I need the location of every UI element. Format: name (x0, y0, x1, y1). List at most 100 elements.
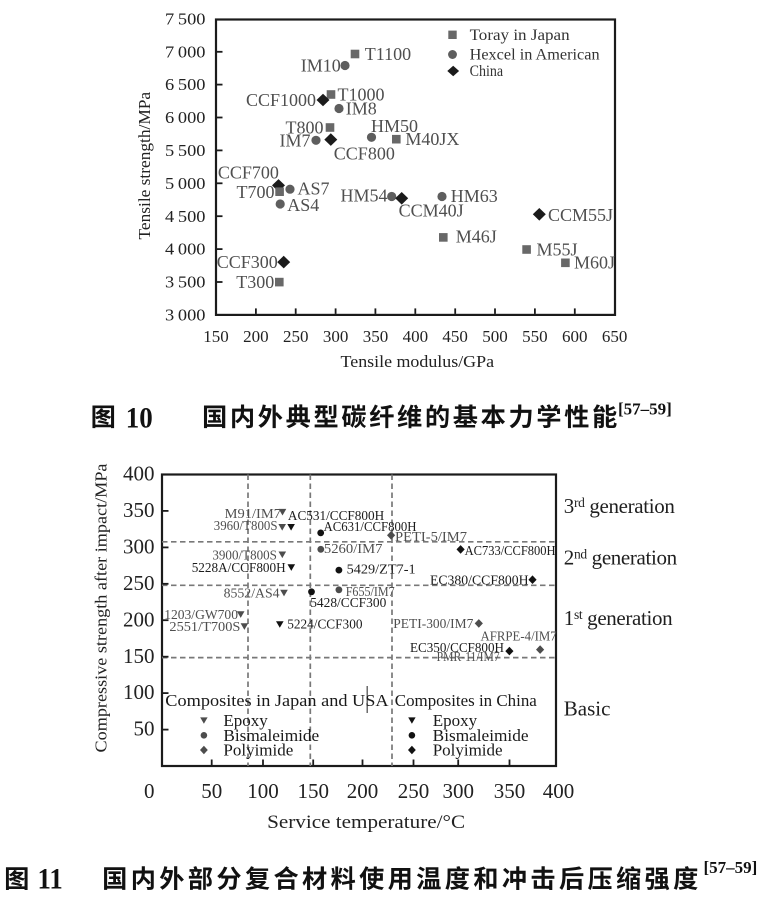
svg-text:M40JX: M40JX (405, 129, 459, 149)
svg-text:3rd generation: 3rd generation (564, 494, 676, 518)
svg-text:7 500: 7 500 (165, 9, 206, 28)
svg-text:T1100: T1100 (365, 44, 411, 64)
svg-text:EC380/CCF800H: EC380/CCF800H (430, 573, 529, 588)
svg-text:CCF1000: CCF1000 (246, 90, 316, 110)
svg-text:PETI-5/IM7: PETI-5/IM7 (395, 530, 467, 545)
svg-text:IM7: IM7 (280, 130, 311, 150)
svg-text:M91/IM7: M91/IM7 (225, 507, 281, 522)
svg-text:HM50: HM50 (371, 116, 418, 136)
svg-text:250: 250 (123, 571, 155, 595)
svg-text:150: 150 (123, 644, 155, 668)
svg-text:1203/GW700: 1203/GW700 (164, 608, 238, 623)
svg-text:150: 150 (203, 327, 229, 346)
svg-text:Polyimide: Polyimide (433, 741, 503, 760)
svg-text:M55J: M55J (537, 239, 578, 259)
svg-text:Composites in Japan and USA: Composites in Japan and USA (165, 691, 389, 710)
svg-text:6 000: 6 000 (165, 108, 206, 127)
svg-text:100: 100 (123, 680, 155, 704)
svg-text:[57–59]: [57–59] (618, 400, 672, 419)
svg-text:650: 650 (602, 327, 628, 346)
svg-text:400: 400 (123, 462, 155, 486)
svg-text:IM10: IM10 (301, 55, 341, 75)
svg-text:PMR-11/IM7: PMR-11/IM7 (437, 650, 500, 665)
svg-text:Polyimide: Polyimide (223, 741, 293, 760)
svg-text:400: 400 (403, 327, 429, 346)
svg-text:AS4: AS4 (287, 195, 319, 215)
svg-text:T800: T800 (286, 118, 324, 138)
svg-text:200: 200 (347, 779, 379, 803)
svg-text:Tensile strength/MPa: Tensile strength/MPa (135, 91, 154, 239)
svg-text:300: 300 (323, 327, 349, 346)
svg-text:T1000: T1000 (338, 85, 385, 105)
svg-text:2nd generation: 2nd generation (564, 546, 678, 570)
svg-text:IM8: IM8 (346, 99, 377, 119)
svg-text:200: 200 (123, 607, 155, 631)
svg-text:CCM55J: CCM55J (548, 205, 613, 225)
svg-text:AS7: AS7 (298, 178, 330, 198)
svg-text:AC733/CCF800H: AC733/CCF800H (465, 544, 556, 559)
svg-text:350: 350 (494, 779, 526, 803)
svg-text:550: 550 (522, 327, 548, 346)
svg-text:Service temperature/°C: Service temperature/°C (267, 812, 465, 833)
svg-text:F655/IM7: F655/IM7 (346, 585, 395, 600)
svg-text:Bismaleimide: Bismaleimide (433, 726, 529, 745)
svg-text:M46J: M46J (456, 227, 497, 247)
svg-text:M60J: M60J (574, 253, 615, 273)
svg-text:China: China (470, 63, 504, 80)
svg-text:4 500: 4 500 (165, 207, 206, 226)
svg-text:300: 300 (442, 779, 474, 803)
svg-text:300: 300 (123, 534, 155, 558)
svg-text:600: 600 (562, 327, 588, 346)
svg-text:HM54: HM54 (340, 186, 387, 206)
svg-text:2551/T700S: 2551/T700S (169, 620, 240, 635)
svg-text:1st generation: 1st generation (564, 606, 673, 630)
svg-text:11: 11 (38, 863, 63, 896)
svg-text:350: 350 (363, 327, 389, 346)
svg-text:CCF300: CCF300 (217, 252, 278, 272)
svg-text:50: 50 (134, 717, 155, 741)
svg-text:PETI-300/IM7: PETI-300/IM7 (393, 617, 473, 632)
svg-text:150: 150 (297, 779, 329, 803)
svg-text:Compressive strength after imp: Compressive strength after impact/MPa (92, 463, 111, 752)
svg-text:0: 0 (144, 779, 155, 803)
svg-text:Toray in Japan: Toray in Japan (470, 27, 570, 44)
svg-text:250: 250 (283, 327, 309, 346)
svg-text:T300: T300 (236, 272, 274, 292)
svg-text:8552/AS4: 8552/AS4 (224, 587, 280, 602)
svg-text:CCF800: CCF800 (334, 144, 395, 164)
svg-text:T700: T700 (237, 182, 275, 202)
svg-text:AC631/CCF800H: AC631/CCF800H (324, 520, 417, 535)
svg-text:Hexcel in American: Hexcel in American (470, 47, 600, 64)
svg-text:Bismaleimide: Bismaleimide (223, 726, 319, 745)
svg-text:5 500: 5 500 (165, 141, 206, 160)
svg-text:3960/T800S: 3960/T800S (214, 519, 278, 534)
svg-text:[57–59]: [57–59] (704, 858, 758, 877)
svg-text:Basic: Basic (564, 697, 611, 721)
svg-text:3 000: 3 000 (165, 306, 206, 325)
svg-text:Epoxy: Epoxy (433, 711, 478, 730)
svg-text:Tensile modulus/GPa: Tensile modulus/GPa (341, 352, 495, 371)
svg-text:400: 400 (543, 779, 575, 803)
svg-text:CCM40J: CCM40J (399, 201, 464, 221)
svg-text:CCF700: CCF700 (218, 162, 279, 182)
svg-text:AFRPE-4/IM7: AFRPE-4/IM7 (481, 630, 557, 645)
svg-text:5224/CCF300: 5224/CCF300 (287, 617, 362, 632)
svg-text:7 000: 7 000 (165, 42, 206, 61)
svg-text:3900/T800S: 3900/T800S (212, 549, 277, 564)
svg-text:350: 350 (123, 498, 155, 522)
svg-text:HM63: HM63 (451, 186, 498, 206)
svg-text:100: 100 (247, 779, 279, 803)
svg-text:10: 10 (126, 402, 153, 435)
svg-text:Composites in China: Composites in China (395, 691, 537, 710)
svg-text:Epoxy: Epoxy (223, 711, 268, 730)
svg-text:EC350/CCF800H: EC350/CCF800H (410, 641, 504, 656)
svg-text:AC531/CCF800H: AC531/CCF800H (288, 509, 384, 524)
svg-text:3 500: 3 500 (165, 273, 206, 292)
svg-text:6 500: 6 500 (165, 75, 206, 94)
svg-text:4 000: 4 000 (165, 240, 206, 259)
svg-text:5429/ZT7-1: 5429/ZT7-1 (347, 563, 416, 578)
svg-text:5428/CCF300: 5428/CCF300 (310, 596, 386, 611)
svg-text:5228A/CCF800H: 5228A/CCF800H (192, 561, 286, 576)
svg-text:250: 250 (398, 779, 430, 803)
svg-text:50: 50 (201, 779, 222, 803)
